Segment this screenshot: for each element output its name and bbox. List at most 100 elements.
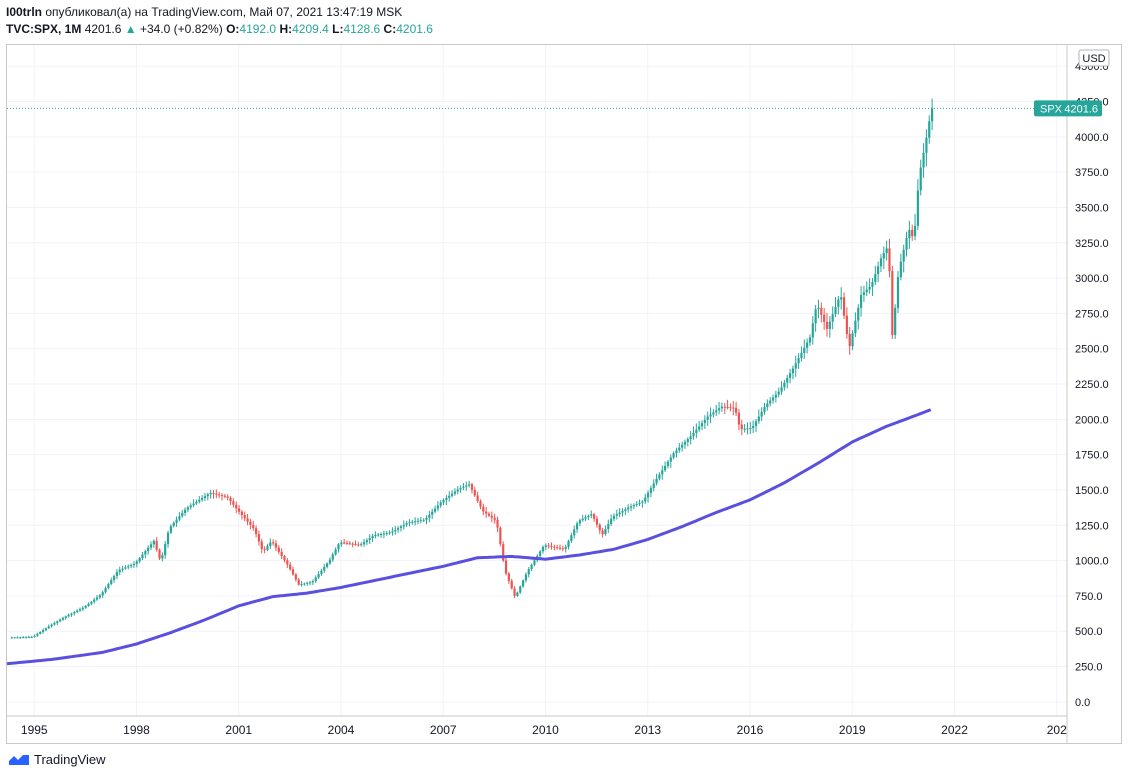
candle: [842, 292, 846, 319]
candle-body: [19, 637, 22, 639]
candle-body: [695, 429, 698, 434]
candle: [769, 397, 772, 407]
candle: [448, 491, 451, 502]
candle: [507, 571, 510, 585]
candle: [172, 521, 175, 528]
candle: [161, 552, 164, 562]
candle: [385, 530, 388, 536]
candle-body: [13, 637, 16, 639]
candle-body: [431, 511, 434, 515]
candle: [408, 519, 411, 527]
x-tick-label: 2004: [328, 723, 355, 737]
candle-body: [629, 506, 633, 508]
candle-body: [161, 555, 164, 559]
candle: [465, 481, 468, 491]
candle: [462, 482, 465, 491]
candle: [130, 563, 133, 569]
candle: [683, 439, 687, 449]
candle-body: [618, 512, 621, 515]
candle: [377, 532, 380, 537]
candle-body: [50, 624, 53, 627]
candle-body: [757, 416, 760, 422]
candle-body: [141, 554, 144, 558]
candle-body: [215, 493, 218, 495]
candle: [541, 545, 545, 554]
candle: [431, 508, 434, 520]
high-label: H:: [279, 22, 293, 36]
candle: [925, 129, 928, 167]
candle: [695, 423, 698, 439]
candle-body: [607, 523, 610, 530]
author-name[interactable]: I00trln: [6, 5, 43, 19]
candle: [820, 302, 823, 323]
candle: [394, 526, 397, 535]
candle-body: [98, 595, 101, 598]
candle: [800, 346, 803, 362]
candle-body: [533, 560, 536, 565]
candle-body: [405, 523, 408, 525]
candle: [485, 506, 488, 519]
candle-body: [84, 605, 87, 608]
candle-body: [67, 614, 70, 617]
candle: [70, 612, 73, 617]
candle: [859, 286, 863, 317]
candle: [144, 549, 147, 559]
candle-body: [806, 342, 809, 348]
candle: [345, 540, 349, 546]
candle-body: [891, 271, 894, 335]
candle-body: [470, 484, 474, 490]
candle: [865, 281, 868, 296]
candle: [510, 578, 513, 590]
candle-body: [689, 436, 692, 440]
candle: [791, 365, 795, 380]
candle-body: [916, 190, 919, 226]
candle-body: [587, 515, 590, 518]
candle-body: [229, 497, 232, 502]
candle-body: [280, 551, 283, 557]
candle: [235, 501, 238, 513]
candle: [618, 508, 621, 517]
tradingview-logo-icon[interactable]: [8, 753, 30, 767]
candle-body: [240, 511, 243, 516]
candle: [269, 538, 272, 549]
candle-body: [252, 524, 255, 529]
candle: [135, 559, 138, 568]
candle-body: [351, 543, 354, 545]
candle: [632, 503, 635, 510]
candle-body: [791, 368, 795, 374]
candle: [291, 566, 295, 576]
candle-body: [672, 453, 675, 458]
candle: [857, 304, 860, 330]
candle-body: [172, 522, 175, 527]
candle-body: [130, 565, 133, 567]
candle-body: [456, 489, 459, 492]
candle-body: [737, 412, 741, 425]
y-tick-label: 3500.0: [1075, 202, 1109, 214]
candle: [692, 426, 695, 440]
candle-body: [592, 514, 596, 519]
candle-body: [703, 419, 706, 424]
candle: [780, 381, 783, 395]
candle: [419, 517, 422, 524]
footer-brand[interactable]: TradingView: [34, 752, 106, 767]
candle-body: [300, 584, 303, 586]
candle-body: [64, 616, 67, 619]
candle-body: [663, 465, 667, 471]
open-label: O:: [226, 22, 240, 36]
candle: [587, 514, 590, 521]
candle-body: [541, 546, 545, 552]
candle-body: [871, 282, 874, 287]
candle-body: [16, 637, 19, 639]
candle: [760, 407, 763, 421]
candle-body: [149, 544, 153, 548]
candle: [530, 563, 533, 572]
y-tick-label: 3250.0: [1075, 238, 1109, 250]
candle: [916, 179, 919, 231]
price-axis: 0.0 250.0 500.0 750.0 1000.0 1250.0 1500.0 1750…: [1066, 45, 1109, 744]
candle: [487, 511, 491, 518]
candle-body: [698, 426, 701, 430]
candle-body: [788, 373, 792, 378]
candle-body: [178, 516, 181, 520]
candle: [351, 542, 354, 548]
